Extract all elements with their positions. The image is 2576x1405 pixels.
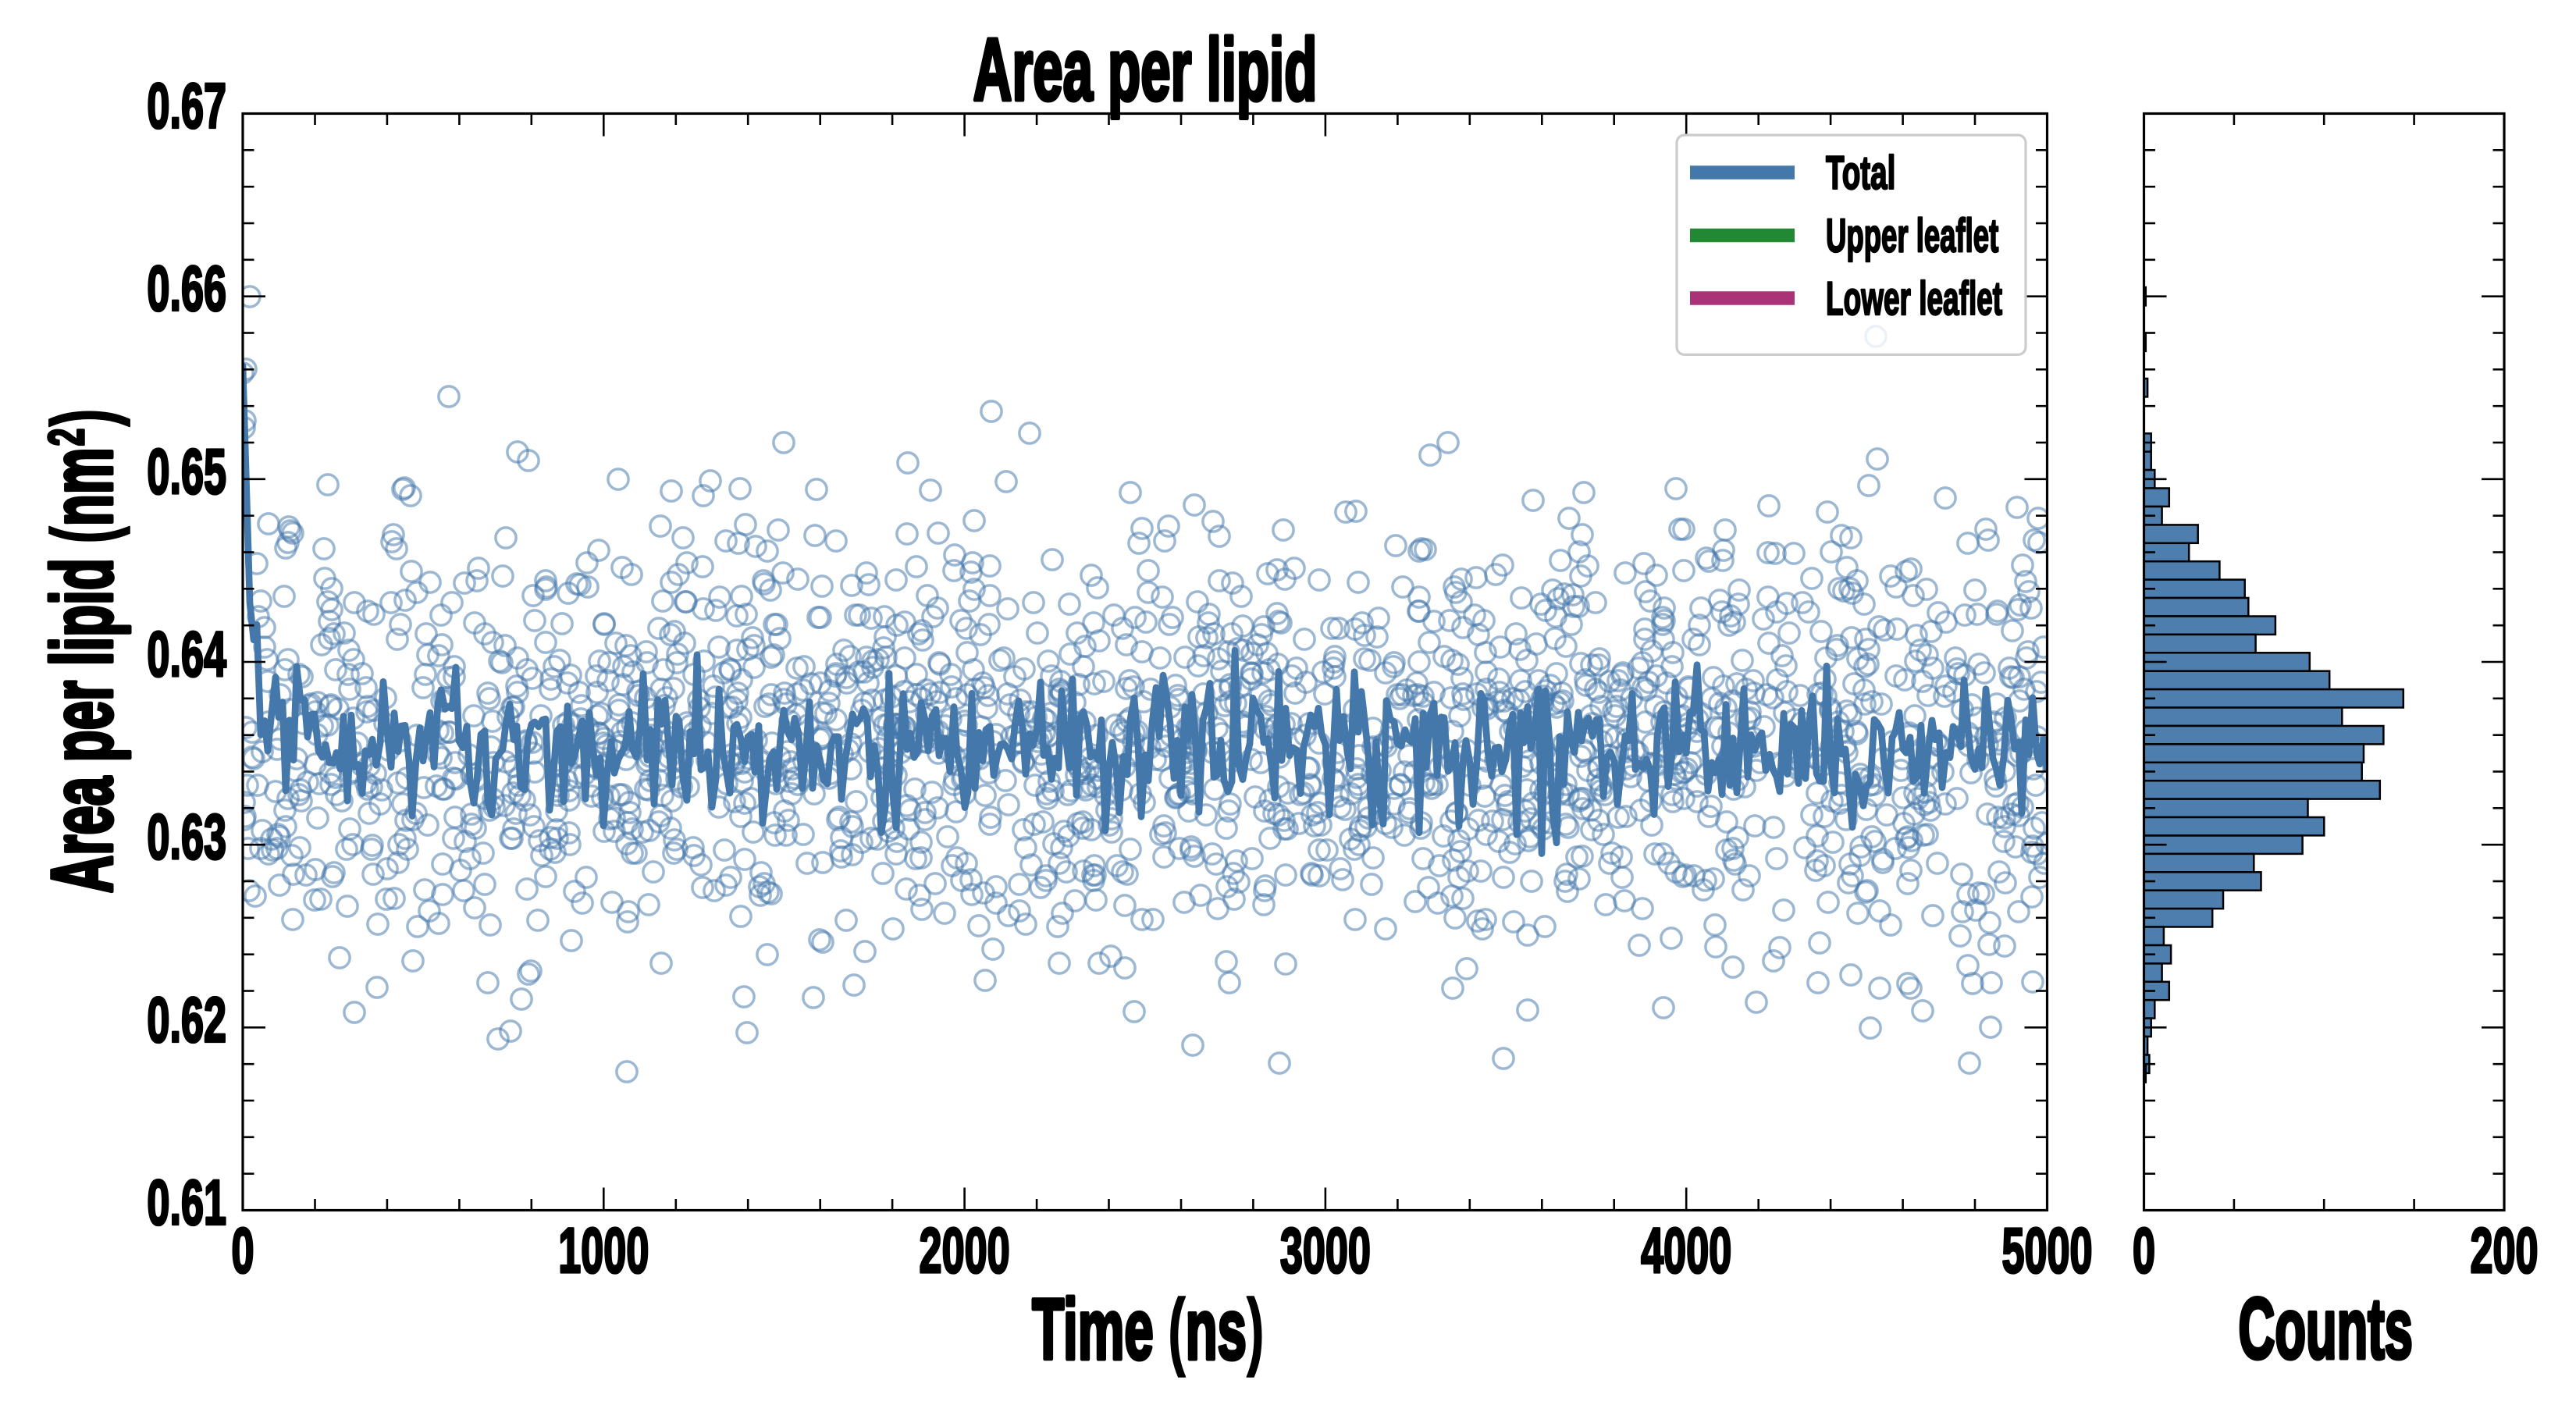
svg-text:Area per lipid (nm: Area per lipid (nm (35, 447, 130, 893)
svg-text:0.66: 0.66 (147, 253, 226, 325)
svg-text:0.65: 0.65 (147, 436, 226, 507)
svg-text:0.63: 0.63 (147, 801, 226, 873)
svg-text:Counts: Counts (2239, 1281, 2413, 1377)
svg-text:0.61: 0.61 (147, 1167, 226, 1239)
svg-text:2: 2 (39, 429, 95, 446)
svg-text:): ) (35, 409, 130, 427)
svg-text:Area per lipid: Area per lipid (973, 20, 1318, 119)
svg-text:0.64: 0.64 (147, 618, 226, 690)
svg-text:0: 0 (231, 1215, 254, 1286)
svg-text:Upper leaflet: Upper leaflet (1826, 209, 1998, 262)
svg-text:Lower leaflet: Lower leaflet (1826, 272, 2002, 325)
svg-text:1000: 1000 (558, 1215, 649, 1286)
svg-text:Total: Total (1826, 146, 1895, 199)
svg-text:0.62: 0.62 (147, 984, 226, 1055)
svg-text:0.67: 0.67 (147, 70, 226, 142)
svg-text:5000: 5000 (2001, 1215, 2092, 1286)
svg-text:Time (ns): Time (ns) (1032, 1282, 1264, 1378)
svg-text:0: 0 (2133, 1215, 2155, 1286)
svg-text:4000: 4000 (1641, 1215, 1731, 1286)
svg-text:3000: 3000 (1280, 1215, 1371, 1286)
svg-text:200: 200 (2470, 1215, 2538, 1286)
svg-text:2000: 2000 (920, 1215, 1010, 1286)
